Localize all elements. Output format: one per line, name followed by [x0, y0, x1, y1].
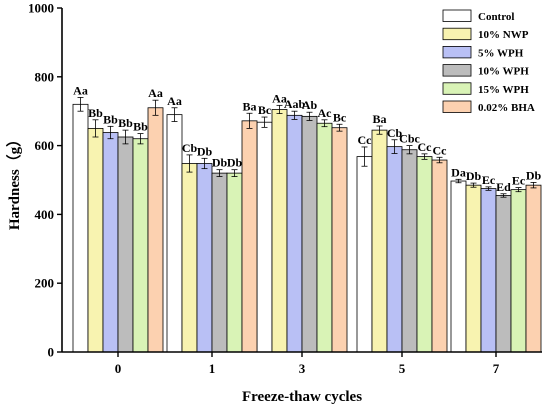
bar-s2-c1 [196, 163, 213, 353]
sig-label-s5-c1: Ba [242, 99, 256, 113]
sig-label-s4-c0: Bb [133, 120, 148, 134]
sig-label-s2-c3: Cb [387, 126, 403, 140]
significance-labels: AaAaBcCcDaBbCbAaBaDbBbDbAabCbEcBbDbAbCbc… [73, 83, 541, 193]
sig-label-s0-c3: Cc [358, 133, 373, 147]
sig-label-s5-c4: Db [526, 168, 542, 182]
bar-s5-c1 [241, 120, 258, 353]
bar-s3-c2 [301, 115, 318, 353]
bar-s1-c0 [87, 127, 104, 353]
sig-label-s3-c0: Bb [118, 116, 133, 130]
x-tick-label-2: 3 [299, 361, 306, 376]
bar-s1-c3 [371, 129, 388, 353]
sig-label-s5-c2: Bc [333, 110, 347, 124]
bar-s4-c3 [416, 156, 433, 353]
legend-swatch-0 [442, 9, 472, 22]
x-tick-label-4: 7 [493, 361, 500, 376]
bar-s0-c2 [256, 121, 273, 353]
legend-swatch-3 [442, 64, 472, 77]
bar-s2-c3 [386, 146, 403, 353]
sig-label-s5-c3: Cc [433, 143, 448, 157]
bar-s0-c4 [450, 180, 467, 353]
y-tick-label-2: 400 [35, 207, 55, 222]
bar-s5-c0 [147, 107, 164, 353]
bar-s3-c0 [117, 136, 134, 353]
ticks-layer: 0 200 400 600 800 1000 0 1 3 5 7 [28, 1, 500, 377]
bar-s0-c3 [356, 156, 373, 353]
sig-label-s1-c1: Cb [182, 141, 198, 155]
sig-label-s1-c2: Aa [272, 91, 287, 105]
x-tick-label-1: 1 [209, 361, 216, 376]
sig-label-s1-c4: Db [466, 169, 482, 183]
y-tick-label-1: 200 [35, 276, 55, 291]
legend-swatch-5 [442, 100, 472, 113]
bar-s4-c2 [316, 122, 333, 353]
sig-label-s5-c0: Aa [148, 86, 163, 100]
legend-label-3: 10% WPH [478, 66, 529, 78]
sig-label-s1-c3: Ba [372, 112, 386, 126]
bar-s1-c1 [181, 163, 198, 353]
y-tick-label-4: 800 [35, 69, 55, 84]
x-axis-title: Freeze-thaw cycles [242, 389, 362, 405]
sig-label-s4-c2: Ac [318, 106, 333, 120]
sig-label-s0-c0: Aa [73, 83, 88, 97]
bar-s4-c1 [226, 172, 243, 353]
sig-label-s1-c0: Bb [88, 106, 103, 120]
bar-s4-c4 [510, 189, 527, 353]
bar-s5-c4 [525, 184, 542, 353]
bar-s3-c1 [211, 172, 228, 353]
bar-s3-c4 [495, 195, 512, 353]
x-tick-label-3: 5 [399, 361, 406, 376]
bar-s4-c0 [132, 138, 149, 353]
sig-label-s2-c1: Db [197, 144, 213, 158]
legend-swatch-1 [442, 27, 472, 41]
sig-label-s3-c4: Ed [496, 180, 511, 194]
y-tick-label-3: 600 [35, 138, 55, 153]
bar-s0-c0 [72, 103, 89, 353]
sig-label-s3-c3: Cbc [399, 132, 420, 146]
legend-label-5: 0.02% BHA [478, 102, 535, 114]
legend-swatch-4 [442, 82, 472, 95]
sig-label-s2-c0: Bb [103, 112, 118, 126]
legend-label-4: 15% WPH [478, 84, 529, 96]
bars-layer [72, 97, 542, 353]
y-tick-label-0: 0 [48, 345, 55, 360]
y-tick-label-5: 1000 [28, 1, 54, 16]
y-axis-title: Hardness（g） [5, 132, 23, 230]
bar-s2-c2 [286, 114, 303, 353]
legend-label-1: 10% NWP [478, 29, 529, 41]
bar-s5-c2 [331, 127, 348, 353]
sig-label-s0-c2: Bc [258, 103, 272, 117]
sig-label-s4-c3: Cc [418, 140, 433, 154]
sig-label-s0-c4: Da [451, 165, 466, 179]
bar-s3-c3 [401, 149, 418, 353]
bar-s2-c0 [102, 132, 119, 353]
bar-s1-c2 [271, 109, 288, 353]
bar-s5-c3 [431, 159, 448, 353]
sig-label-s2-c4: Ec [482, 173, 496, 187]
sig-label-s3-c1: Db [212, 156, 228, 170]
x-tick-label-0: 0 [115, 361, 122, 376]
legend-swatch-2 [442, 46, 472, 59]
sig-label-s4-c1: Db [227, 156, 243, 170]
bar-s0-c1 [166, 114, 183, 353]
sig-label-s3-c2: Ab [302, 98, 318, 112]
bar-s2-c4 [480, 188, 497, 353]
sig-label-s0-c1: Aa [167, 94, 182, 108]
legend: Control 10% NWP 5% WPH 10% WPH 15% WPH 0.02% … [442, 9, 535, 114]
sig-label-s4-c4: Ec [512, 174, 526, 188]
sig-label-s2-c2: Aab [284, 97, 306, 111]
legend-label-2: 5% WPH [478, 47, 524, 59]
legend-label-0: Control [478, 11, 514, 23]
bar-s1-c4 [465, 184, 482, 353]
